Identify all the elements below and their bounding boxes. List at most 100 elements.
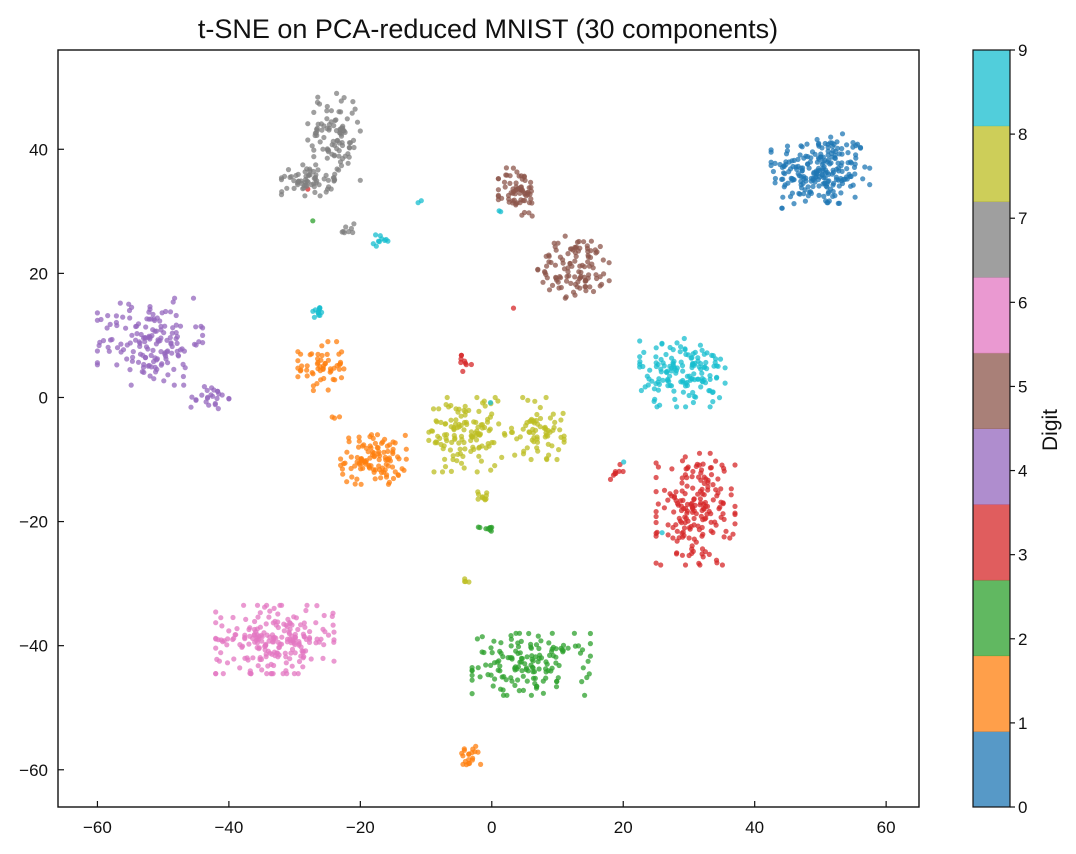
x-axis: −60 −40 −20 0 20 40 60 [83, 801, 896, 837]
scatter-point-digit-8 [477, 431, 483, 437]
scatter-point-digit-3 [693, 511, 699, 517]
scatter-point-digit-1 [354, 476, 360, 482]
colorbar-tick-label: 0 [1018, 798, 1027, 817]
scatter-point-digit-1 [385, 448, 391, 454]
scatter-point-digit-7 [324, 186, 331, 192]
scatter-point-digit-9 [678, 344, 684, 350]
scatter-point-digit-6 [281, 628, 287, 634]
y-tick-label: −40 [19, 637, 48, 656]
scatter-point-digit-7 [318, 121, 324, 127]
scatter-point-digit-8 [514, 436, 520, 442]
scatter-point-digit-6 [257, 655, 263, 661]
scatter-point-digit-0 [804, 141, 810, 147]
scatter-point-digit-0 [827, 140, 834, 146]
scatter-point-digit-5 [562, 233, 568, 239]
scatter-point-digit-0 [772, 180, 778, 186]
scatter-point-digit-7 [315, 94, 321, 100]
scatter-point-digit-1 [348, 454, 354, 460]
scatter-point-digit-7 [324, 108, 330, 114]
scatter-point-digit-5 [514, 169, 520, 175]
scatter-point-digit-1 [340, 471, 346, 477]
scatter-point-digit-3 [694, 461, 700, 467]
scatter-point-digit-0 [784, 143, 791, 149]
scatter-point-digit-3 [462, 358, 468, 364]
scatter-point-digit-6 [275, 611, 281, 617]
scatter-point-digit-0 [772, 175, 779, 182]
scatter-point-digit-3 [701, 492, 707, 498]
scatter-point-digit-6 [304, 602, 310, 608]
scatter-point-digit-0 [804, 161, 811, 167]
scatter-point-digit-1 [371, 469, 377, 475]
scatter-point-digit-7 [332, 117, 338, 124]
scatter-point-digit-2 [518, 638, 524, 645]
scatter-point-digit-4 [174, 334, 180, 340]
scatter-point-digit-5 [518, 197, 524, 203]
scatter-point-digit-1 [363, 459, 369, 465]
scatter-point-digit-6 [259, 667, 265, 673]
scatter-point-digit-0 [839, 151, 845, 157]
scatter-point-digit-8 [438, 419, 444, 425]
scatter-point-digit-6 [264, 671, 270, 677]
scatter-point-digit-3 [655, 464, 662, 470]
scatter-point-digit-2 [515, 644, 522, 650]
scatter-point-digit-2 [533, 642, 540, 648]
scatter-point-digit-1 [402, 432, 408, 438]
scatter-point-digit-4 [158, 362, 164, 368]
scatter-point-digit-0 [812, 151, 818, 157]
scatter-point-digit-6 [254, 632, 260, 638]
scatter-point-digit-9 [688, 355, 694, 361]
scatter-point-digit-2 [534, 683, 540, 690]
scatter-point-digit-4 [135, 359, 142, 365]
scatter-point-digit-4 [200, 325, 206, 331]
scatter-point-digit-3 [728, 486, 734, 492]
scatter-point-digit-2 [544, 661, 550, 667]
colorbar-segment-5 [973, 352, 1010, 429]
scatter-point-digit-0 [785, 180, 791, 186]
scatter-point-digit-4 [155, 338, 161, 344]
scatter-point-digit-4 [106, 348, 112, 354]
scatter-point-digit-6 [277, 602, 283, 608]
scatter-point-digit-8 [492, 394, 498, 401]
scatter-point-digit-1 [304, 367, 310, 373]
scatter-point-digit-5 [587, 254, 594, 261]
scatter-point-digit-5 [575, 248, 582, 254]
scatter-point-digit-6 [246, 626, 252, 633]
scatter-point-digit-7 [321, 134, 327, 141]
scatter-point-digit-0 [828, 134, 834, 140]
scatter-point-digit-3 [684, 483, 690, 489]
scatter-point-digit-3 [674, 538, 680, 544]
scatter-point-digit-9 [691, 371, 697, 377]
scatter-point-digit-1 [319, 352, 325, 359]
scatter-point-digit-2 [500, 687, 506, 693]
scatter-point-digit-1 [382, 436, 388, 442]
scatter-point-digit-1 [376, 449, 382, 455]
scatter-point-digit-2 [474, 636, 480, 642]
scatter-point-digit-6 [313, 640, 319, 646]
scatter-point-digit-3 [673, 489, 679, 495]
scatter-point-digit-1 [374, 445, 380, 451]
scatter-point-digit-8 [532, 398, 538, 404]
scatter-point-digit-8 [473, 437, 480, 443]
scatter-point-digit-0 [867, 165, 873, 171]
scatter-point-digit-2 [571, 630, 578, 636]
scatter-point-digit-8 [462, 403, 468, 409]
scatter-point-digit-5 [567, 260, 573, 267]
scatter-point-digit-2 [543, 669, 549, 675]
scatter-point-digit-8 [484, 419, 491, 425]
scatter-point-digit-2 [577, 650, 584, 656]
scatter-point-digit-2 [520, 687, 527, 694]
scatter-point-digit-1 [368, 432, 375, 438]
scatter-point-digit-6 [314, 603, 320, 609]
scatter-point-digit-8 [474, 394, 480, 401]
scatter-point-digit-1 [361, 442, 367, 448]
scatter-point-digit-0 [853, 143, 859, 149]
scatter-point-digit-1 [337, 361, 343, 367]
scatter-point-digit-6 [215, 637, 221, 643]
scatter-point-digit-9 [655, 387, 662, 393]
scatter-point-digit-4 [161, 378, 167, 384]
scatter-point-digit-0 [805, 154, 811, 160]
scatter-point-digit-2 [519, 656, 525, 662]
scatter-point-digit-6 [263, 621, 269, 627]
scatter-point-digit-2 [523, 666, 529, 673]
scatter-point-digit-6 [300, 664, 306, 670]
